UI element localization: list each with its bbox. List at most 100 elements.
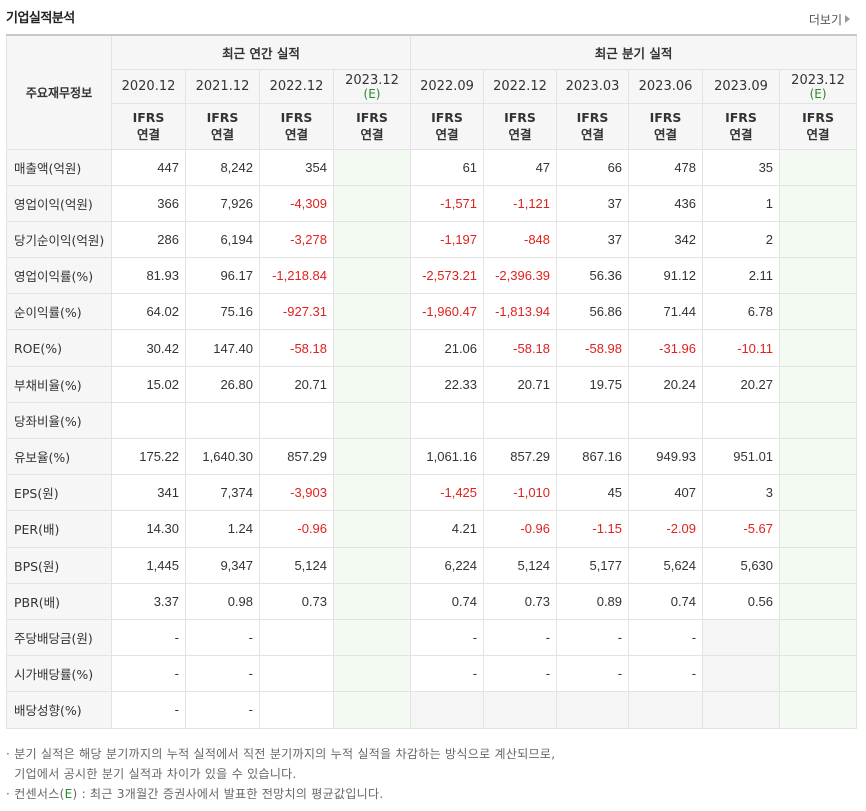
table-cell: - bbox=[410, 618, 485, 657]
table-cell: 1,061.16 bbox=[410, 437, 485, 476]
table-cell: 9,347 bbox=[185, 546, 260, 584]
table-cell: -1,571 bbox=[410, 184, 485, 222]
table-cell: 96.17 bbox=[185, 257, 260, 295]
period-date: 2022.09 bbox=[420, 78, 474, 94]
financial-table: 주요재무정보 최근 연간 실적 최근 분기 실적 2020.12 2021.12 2… bbox=[6, 34, 858, 729]
table-cell bbox=[332, 510, 412, 548]
ifrs-header: IFRS 연결 bbox=[410, 102, 485, 150]
table-cell: -1,218.84 bbox=[259, 257, 334, 295]
period-date: 2020.12 bbox=[121, 78, 176, 94]
period-date: 2023.09 bbox=[714, 78, 768, 94]
ifrs-label: IFRS bbox=[725, 110, 757, 125]
table-cell: 66 bbox=[556, 148, 630, 186]
table-cell: 20.27 bbox=[702, 365, 781, 403]
section-title: 기업실적분석 bbox=[6, 11, 75, 26]
table-cell: 5,124 bbox=[483, 546, 558, 584]
table-cell bbox=[779, 691, 858, 729]
period-header: 2023.09 bbox=[702, 68, 781, 104]
table-cell: - bbox=[185, 655, 260, 693]
table-cell: 867.16 bbox=[556, 437, 630, 476]
table-cell: 286 bbox=[111, 220, 186, 259]
table-cell: -58.18 bbox=[483, 329, 558, 367]
table-cell bbox=[332, 655, 412, 693]
table-cell: 1,445 bbox=[111, 546, 186, 584]
consolidated-label: 연결 bbox=[508, 127, 532, 142]
table-cell: 61 bbox=[410, 148, 485, 186]
table-cell bbox=[410, 401, 485, 440]
row-label: 주당배당금(원) bbox=[6, 618, 112, 657]
table-cell bbox=[702, 401, 781, 440]
table-cell bbox=[332, 293, 412, 331]
row-label: 순이익률(%) bbox=[6, 293, 112, 331]
table-cell: 341 bbox=[111, 474, 186, 512]
ifrs-header: IFRS 연결 bbox=[185, 102, 260, 150]
table-cell: 0.73 bbox=[483, 582, 558, 620]
table-row: 부채비율(%) 15.02 26.80 20.71 22.33 20.71 19.75 20.… bbox=[6, 365, 858, 403]
row-label: 부채비율(%) bbox=[6, 365, 112, 403]
row-label: 매출액(억원) bbox=[6, 148, 112, 186]
footnote-2: 기업에서 공시한 분기 실적과 차이가 있을 수 있습니다. bbox=[6, 767, 297, 781]
period-header: 2023.03 bbox=[556, 68, 630, 104]
annual-group-header: 최근 연간 실적 bbox=[110, 34, 412, 70]
footnote-3-prefix: · 컨센서스( bbox=[6, 787, 65, 801]
table-cell: -3,903 bbox=[259, 474, 334, 512]
ifrs-label: IFRS bbox=[576, 110, 609, 125]
table-row: BPS(원) 1,445 9,347 5,124 6,224 5,124 5,177 5,62… bbox=[6, 546, 858, 584]
table-cell: 5,124 bbox=[259, 546, 334, 584]
period-header: 2023.06 bbox=[628, 68, 704, 104]
table-cell: 26.80 bbox=[185, 365, 260, 403]
table-cell bbox=[332, 474, 412, 512]
table-cell: 22.33 bbox=[410, 365, 485, 403]
table-cell bbox=[779, 293, 858, 331]
table-cell: 857.29 bbox=[483, 437, 558, 476]
consolidated-label: 연결 bbox=[654, 127, 678, 142]
row-label: 영업이익률(%) bbox=[6, 257, 112, 295]
table-cell: - bbox=[185, 691, 260, 729]
table-cell: -58.98 bbox=[556, 329, 630, 367]
table-cell bbox=[111, 401, 186, 440]
table-cell: 366 bbox=[111, 184, 186, 222]
table-row: PER(배) 14.30 1.24 -0.96 4.21 -0.96 -1.15 -2.09-… bbox=[6, 510, 858, 548]
table-cell: 75.16 bbox=[185, 293, 260, 331]
table-cell bbox=[483, 401, 558, 440]
table-cell bbox=[779, 257, 858, 295]
table-cell: 15.02 bbox=[111, 365, 186, 403]
table-cell bbox=[556, 691, 630, 729]
footnote-1: · 분기 실적은 해당 분기까지의 누적 실적에서 직전 분기까지의 누적 실적… bbox=[6, 747, 556, 761]
table-cell: 0.56 bbox=[702, 582, 781, 620]
table-cell: -1,813.94 bbox=[483, 293, 558, 331]
period-header: 2022.09 bbox=[410, 68, 485, 104]
table-cell bbox=[702, 618, 781, 657]
table-cell: - bbox=[111, 618, 186, 657]
table-cell: - bbox=[410, 655, 485, 693]
table-cell bbox=[332, 184, 412, 222]
row-label: PER(배) bbox=[6, 510, 112, 548]
table-row: 당기순이익(억원) 286 6,194 -3,278 -1,197 -848 37 342 2 bbox=[6, 220, 858, 259]
table-cell: 857.29 bbox=[259, 437, 334, 476]
table-cell: 0.74 bbox=[628, 582, 704, 620]
table-cell: - bbox=[185, 618, 260, 657]
table-cell: 81.93 bbox=[111, 257, 186, 295]
label-column-header: 주요재무정보 bbox=[6, 34, 112, 150]
table-cell: 0.89 bbox=[556, 582, 630, 620]
more-link[interactable]: 더보기 bbox=[809, 11, 850, 28]
table-cell bbox=[779, 365, 858, 403]
ifrs-label: IFRS bbox=[280, 110, 313, 125]
table-cell bbox=[332, 365, 412, 403]
table-cell bbox=[332, 401, 412, 440]
table-cell: 5,630 bbox=[702, 546, 781, 584]
consolidated-label: 연결 bbox=[284, 127, 308, 142]
table-cell: - bbox=[556, 655, 630, 693]
period-date: 2023.06 bbox=[638, 78, 693, 94]
table-row: 순이익률(%) 64.02 75.16 -927.31 -1,960.47 -1,813.… bbox=[6, 293, 858, 331]
table-cell: 2.11 bbox=[702, 257, 781, 295]
table-cell: 1,640.30 bbox=[185, 437, 260, 476]
table-cell: -10.11 bbox=[702, 329, 781, 367]
table-cell: -3,278 bbox=[259, 220, 334, 259]
table-cell: -0.96 bbox=[259, 510, 334, 548]
footnote-3-estimate: E bbox=[64, 787, 73, 801]
table-cell: 30.42 bbox=[111, 329, 186, 367]
period-date: 2023.12 bbox=[345, 72, 399, 88]
period-header: 2023.12 (E) bbox=[332, 68, 412, 104]
table-row: 배당성향(%) - - bbox=[6, 691, 858, 729]
